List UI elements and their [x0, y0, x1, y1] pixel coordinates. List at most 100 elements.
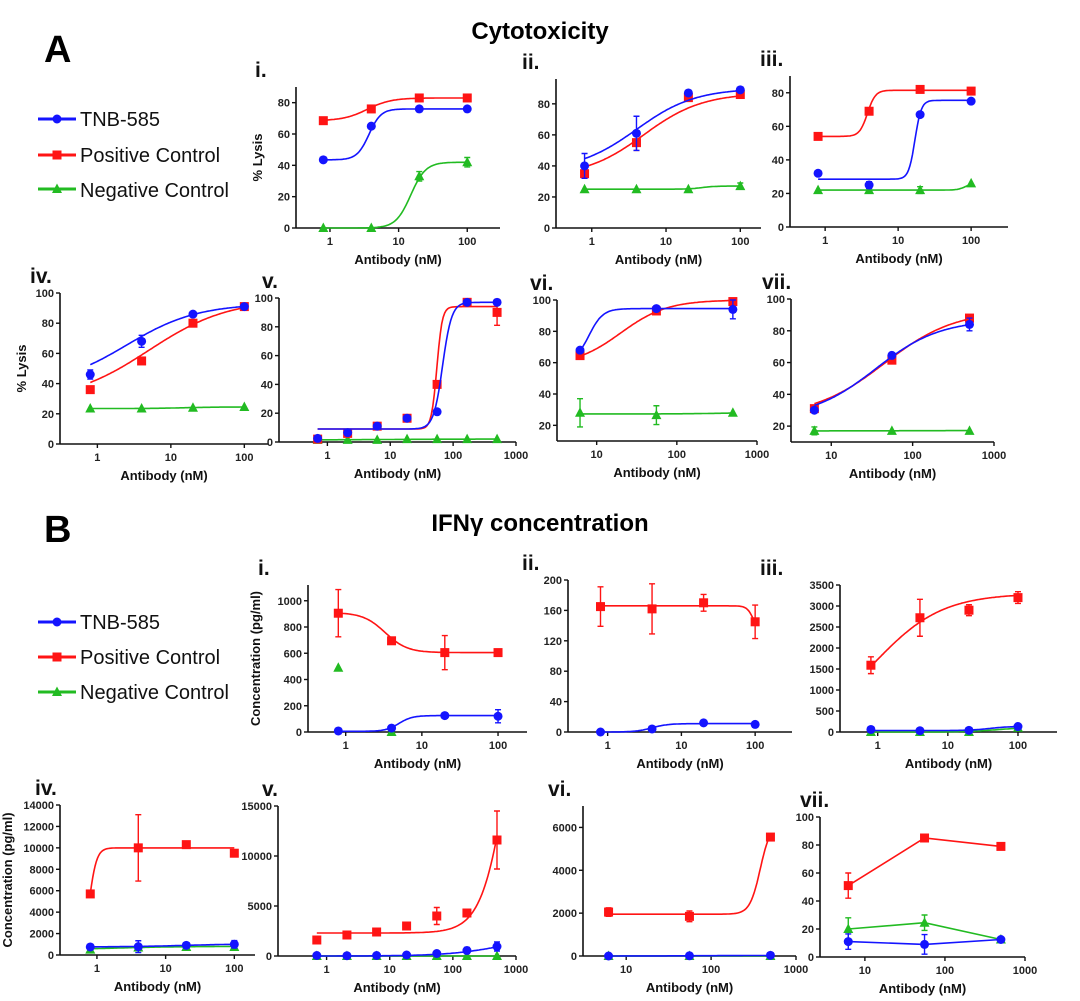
data-point: [402, 950, 412, 960]
data-point: [866, 660, 876, 670]
data-point: [52, 183, 62, 193]
series-neg: [85, 401, 250, 413]
series-pos: [318, 93, 472, 126]
data-point: [493, 711, 503, 721]
legend-label-positive: Positive Control: [80, 647, 220, 669]
legend-b: TNB-585 Positive Control Negative Contro…: [80, 612, 229, 704]
x-axis-label: Antibody (nM): [615, 252, 702, 267]
x-tick-label: 10: [160, 963, 172, 975]
fit-curve: [90, 406, 245, 410]
y-tick-label: 10000: [23, 843, 54, 855]
data-point: [414, 93, 424, 103]
y-tick-label: 160: [544, 605, 562, 617]
x-tick-label: 1: [605, 740, 611, 752]
data-point: [965, 319, 975, 329]
data-point: [1013, 593, 1023, 603]
y-tick-label: 14000: [23, 800, 54, 812]
x-tick-label: 10: [660, 236, 672, 248]
y-tick-label: 10000: [241, 851, 272, 863]
data-point: [366, 222, 377, 232]
panel-label: ii.: [522, 552, 540, 575]
x-axis-label: Antibody (nM): [879, 981, 966, 996]
data-point: [52, 150, 62, 160]
data-point: [631, 128, 641, 138]
data-point: [402, 413, 412, 423]
y-tick-label: 20: [261, 408, 273, 420]
y-tick-label: 0: [267, 437, 273, 449]
data-point: [333, 608, 343, 618]
x-axis-label: Antibody (nM): [354, 252, 441, 267]
data-point: [735, 180, 746, 191]
data-point: [750, 617, 760, 627]
x-tick-label: 10: [392, 236, 404, 248]
section-letter-b: B: [44, 509, 71, 551]
data-point: [699, 598, 709, 608]
data-point: [575, 345, 585, 355]
y-tick-label: 20: [773, 421, 785, 433]
fit-curve: [608, 834, 772, 915]
data-point: [432, 407, 442, 417]
legend-marker-neg: [38, 183, 76, 193]
data-point: [187, 402, 198, 412]
panel-b-iv: iv. 0 2000 4000 6000 8000 10000 12000 14000 1 10 10…: [0, 777, 255, 994]
data-point: [964, 725, 974, 735]
legend-marker-tnb: [38, 617, 76, 627]
y-tick-label: 60: [772, 121, 784, 133]
y-tick-label: 40: [539, 389, 551, 401]
series-neg: [579, 180, 746, 194]
data-point: [683, 183, 694, 194]
x-tick-label: 10: [859, 965, 871, 977]
data-point: [866, 724, 876, 734]
x-axis-label: Antibody (nM): [114, 979, 201, 994]
data-point: [387, 636, 397, 646]
y-tick-label: 0: [266, 951, 272, 963]
x-tick-label: 100: [903, 450, 921, 462]
data-point: [813, 184, 824, 195]
legend-label-negative: Negative Control: [80, 682, 229, 704]
panel-b-iii: iii. 0 500 1000 1500 2000 2500 3000 3500 1 10 100 An…: [760, 557, 1057, 771]
y-tick-label: 60: [261, 351, 273, 363]
data-point: [440, 711, 450, 721]
y-tick-label: 2500: [810, 622, 834, 634]
x-tick-label: 1: [94, 963, 100, 975]
series-pos: [813, 84, 976, 141]
data-point: [133, 942, 143, 952]
x-tick-label: 100: [731, 236, 749, 248]
data-point: [333, 726, 343, 736]
fit-curve: [584, 95, 741, 168]
data-point: [966, 86, 976, 96]
series-pos: [866, 591, 1023, 675]
y-tick-label: 0: [778, 222, 784, 234]
data-point: [181, 840, 191, 850]
y-tick-label: 4000: [553, 865, 577, 877]
x-tick-label: 100: [444, 450, 462, 462]
y-tick-label: 6000: [553, 822, 577, 834]
data-point: [684, 911, 694, 921]
y-tick-label: 0: [48, 950, 54, 962]
x-axis-label: Antibody (nM): [849, 466, 936, 481]
y-tick-label: 100: [796, 812, 814, 824]
y-tick-label: 40: [550, 697, 562, 709]
series-pos: [843, 833, 1006, 899]
y-tick-label: 200: [284, 701, 302, 713]
data-point: [915, 726, 925, 736]
y-tick-label: 0: [296, 727, 302, 739]
panel-label: ii.: [522, 51, 540, 74]
y-tick-label: 5000: [248, 901, 272, 913]
y-tick-label: 80: [550, 666, 562, 678]
fit-curve: [870, 727, 1019, 733]
data-point: [631, 183, 642, 194]
panel-b-v: v. 0 5000 10000 15000 1 10 100 1000 Antibody (nM): [241, 778, 528, 995]
legend-label-negative: Negative Control: [80, 180, 229, 202]
series-neg: [312, 433, 503, 444]
data-point: [735, 85, 745, 95]
data-point: [52, 114, 62, 124]
data-point: [651, 304, 661, 314]
x-tick-label: 1: [822, 235, 828, 247]
x-tick-label: 1000: [745, 449, 769, 461]
fit-curve: [600, 722, 756, 733]
data-point: [333, 662, 344, 672]
data-point: [85, 370, 95, 380]
data-point: [432, 911, 442, 921]
y-tick-label: 20: [802, 924, 814, 936]
